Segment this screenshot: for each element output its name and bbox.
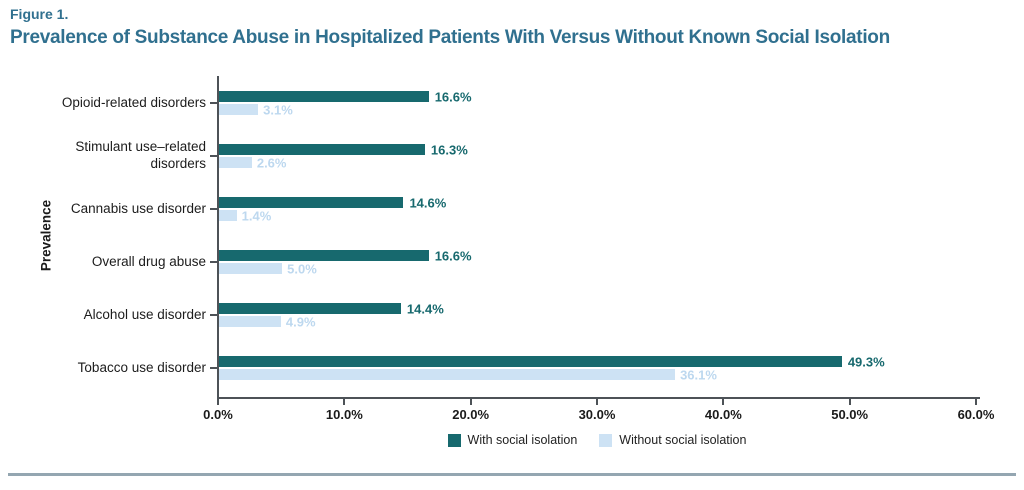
bar-value-with-social-isolation: 49.3%	[847, 354, 885, 370]
legend: With social isolation Without social iso…	[218, 433, 976, 447]
x-axis-tick-label: 50.0%	[831, 407, 869, 422]
legend-label-without-isolation: Without social isolation	[619, 433, 747, 447]
category-tick	[210, 261, 217, 263]
y-axis-line	[217, 76, 219, 399]
category-label: Overall drug abuse	[91, 253, 206, 269]
x-axis-tick-label: 40.0%	[704, 407, 742, 422]
x-axis-tick-label: 0.0%	[203, 407, 233, 422]
category-label: Alcohol use disorder	[83, 306, 206, 322]
legend-item-without-isolation: Without social isolation	[599, 433, 746, 447]
legend-swatch-without-isolation-icon	[599, 433, 613, 447]
category-tick	[210, 102, 217, 104]
bar-with-social-isolation	[219, 197, 404, 208]
bar-without-social-isolation	[219, 104, 259, 115]
legend-label-with-isolation: With social isolation	[467, 433, 578, 447]
figure-title: Prevalence of Substance Abuse in Hospita…	[10, 27, 890, 48]
bar-value-without-social-isolation: 4.9%	[285, 314, 316, 330]
bar-value-without-social-isolation: 2.6%	[256, 155, 287, 171]
x-axis-tick-label: 10.0%	[325, 407, 363, 422]
bar-value-with-social-isolation: 16.3%	[430, 142, 468, 158]
bar-value-with-social-isolation: 14.6%	[409, 195, 447, 211]
category-label: Stimulant use–related disorders	[75, 139, 206, 171]
category-tick	[210, 155, 217, 157]
x-axis-tick-label: 60.0%	[957, 407, 995, 422]
bar-value-with-social-isolation: 16.6%	[434, 248, 472, 264]
bar-with-social-isolation	[219, 144, 425, 155]
bar-without-social-isolation	[219, 157, 252, 168]
legend-item-with-isolation: With social isolation	[447, 433, 578, 447]
category-label: Cannabis use disorder	[70, 200, 206, 216]
bar-without-social-isolation	[219, 316, 281, 327]
x-axis-tick-label: 20.0%	[452, 407, 490, 422]
x-axis-tick	[469, 398, 472, 405]
x-axis-line	[217, 397, 980, 399]
figure-number: Figure 1.	[10, 6, 69, 22]
category-tick	[210, 367, 217, 369]
bar-value-without-social-isolation: 5.0%	[287, 261, 317, 277]
category-label: Opioid-related disorders	[61, 94, 206, 110]
bar-value-with-social-isolation: 16.6%	[434, 89, 472, 105]
x-axis-tick	[975, 398, 977, 405]
bar-without-social-isolation	[219, 210, 237, 221]
bar-value-without-social-isolation: 1.4%	[241, 208, 272, 224]
bar-value-without-social-isolation: 3.1%	[263, 102, 293, 118]
x-axis-tick	[343, 398, 346, 405]
category-label: Tobacco use disorder	[77, 359, 206, 375]
x-axis-tick	[217, 398, 219, 405]
bar-with-social-isolation	[219, 303, 401, 314]
x-axis-tick	[848, 398, 851, 405]
bottom-divider	[8, 473, 1016, 476]
category-tick	[210, 314, 217, 316]
category-tick	[210, 208, 217, 210]
y-axis-label: Prevalence	[38, 199, 54, 272]
bar-with-social-isolation	[219, 91, 429, 102]
x-axis-tick	[596, 398, 598, 405]
bar-without-social-isolation	[219, 263, 283, 274]
bar-value-with-social-isolation: 14.4%	[406, 301, 444, 317]
bar-without-social-isolation	[219, 369, 676, 380]
bar-value-without-social-isolation: 36.1%	[680, 367, 717, 383]
bar-with-social-isolation	[219, 250, 429, 261]
x-axis-tick-label: 30.0%	[578, 407, 616, 422]
x-axis-tick	[722, 398, 725, 405]
legend-swatch-with-isolation-icon	[447, 433, 461, 447]
bar-with-social-isolation	[219, 356, 842, 367]
